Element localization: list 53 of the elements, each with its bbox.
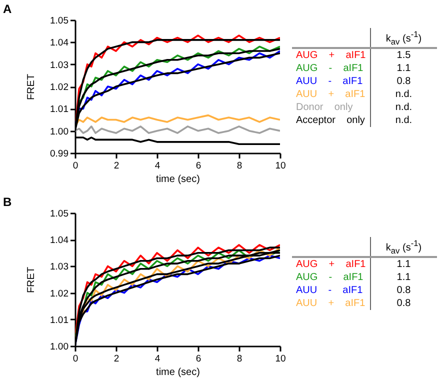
text: AUG - aIF1 [295, 62, 364, 76]
text: 1.1 [370, 271, 437, 284]
text: AUU - aIF1 [295, 284, 364, 298]
y-tick-label: 1.01 [50, 104, 68, 116]
chart-title: B [3, 195, 12, 209]
y-tick-label: 1.01 [50, 314, 68, 326]
text: 0.8 [370, 75, 437, 88]
y-tick-label: 1.04 [50, 38, 68, 49]
y-tick-label: 1.03 [50, 262, 68, 273]
text: n.d. [370, 101, 437, 114]
y-axis-title: FRET [26, 74, 38, 100]
text: 1.5 [370, 48, 437, 62]
text: 1.1 [370, 62, 437, 76]
y-tick-label: 1.04 [50, 235, 68, 246]
y-tick-label: 1.00 [50, 342, 68, 352]
y-axis-title: FRET [26, 266, 38, 294]
chart-title: A [3, 2, 12, 16]
text: n.d. [370, 88, 437, 102]
x-tick-label: 10 [275, 160, 286, 172]
text: 0.8 [370, 284, 437, 298]
y-tick-label: 1.03 [50, 60, 68, 71]
text: n.d. [370, 114, 437, 128]
y-tick-label: 1.02 [50, 288, 68, 300]
text: AUU + aIF1 [295, 88, 366, 102]
legend-title: k$_{av}$ (s$^{-1}$) [370, 28, 437, 48]
y-tick-label: 1.00 [50, 126, 68, 138]
x-tick-label: 10 [275, 354, 286, 364]
text: AUU - aIF1 [295, 75, 364, 88]
x-tick-label: 0 [72, 160, 78, 172]
x-tick-label: 4 [154, 160, 160, 172]
y-tick-label: 0.99 [50, 148, 68, 160]
x-tick-label: 6 [196, 160, 202, 172]
text: AUG + aIF1 [295, 258, 367, 272]
x-tick-label: 6 [196, 354, 202, 364]
y-tick-label: 1.05 [50, 16, 68, 26]
text: AUG - aIF1 [295, 271, 364, 284]
text: Donor only [295, 101, 354, 114]
y-tick-label: 1.05 [50, 208, 68, 220]
text: AUU + aIF1 [295, 297, 366, 310]
legend-title: k$_{av}$ (s$^{-1}$) [370, 237, 437, 258]
x-tick-label: 8 [236, 354, 242, 364]
x-axis-title: time (sec) [156, 367, 200, 378]
x-axis-title: time (sec) [156, 174, 200, 185]
x-tick-label: 2 [114, 160, 120, 172]
x-tick-label: 0 [72, 354, 78, 364]
text: Acceptor only [295, 114, 366, 128]
text: AUG + aIF1 [295, 49, 367, 62]
x-tick-label: 4 [154, 354, 160, 364]
x-tick-label: 8 [236, 160, 242, 172]
y-tick-label: 1.02 [50, 82, 68, 93]
text: 1.1 [370, 257, 437, 272]
text: 0.8 [370, 297, 437, 310]
x-tick-label: 2 [114, 354, 120, 364]
